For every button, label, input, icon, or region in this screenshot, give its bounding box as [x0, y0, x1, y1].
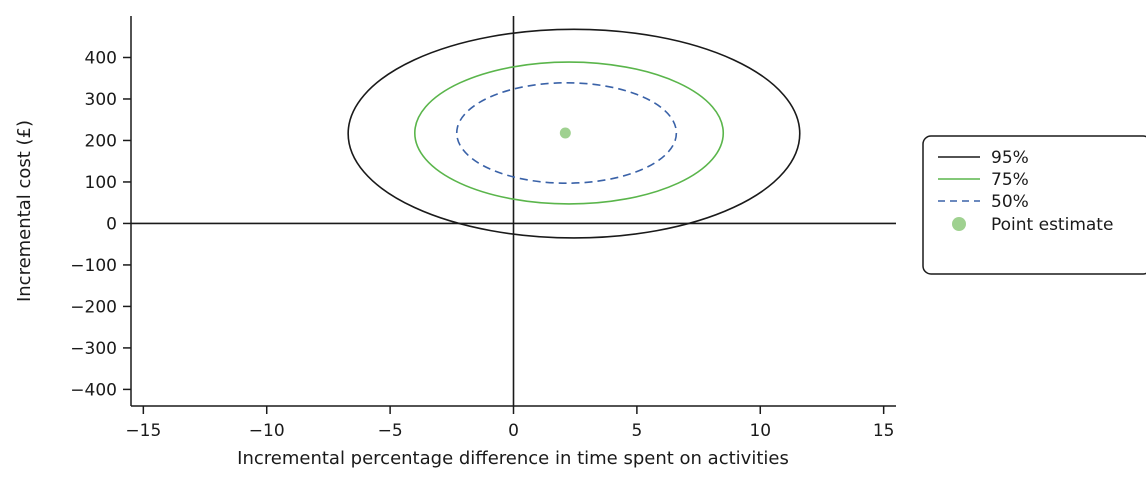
y-tick-label: −300	[70, 339, 117, 359]
x-tick-label: −10	[249, 421, 285, 441]
y-tick-label: 300	[85, 90, 117, 110]
legend-swatch	[952, 217, 966, 231]
y-tick-label: 100	[85, 173, 117, 193]
x-tick-label: 10	[749, 421, 771, 441]
y-tick-label: 0	[106, 214, 117, 234]
x-tick-label: 0	[508, 421, 519, 441]
legend-label: 95%	[991, 148, 1029, 168]
legend-label: 50%	[991, 192, 1029, 212]
legend: 95%75%50% Point estimate	[922, 135, 1146, 275]
y-tick-label: −400	[70, 380, 117, 400]
ellipse-75-percent	[413, 61, 725, 205]
x-tick-label: 5	[631, 421, 642, 441]
series-layer	[347, 28, 801, 239]
y-tick-label: −100	[70, 256, 117, 276]
legend-label: 75%	[991, 170, 1029, 190]
ellipse-95-percent	[347, 28, 801, 239]
x-axis-title: Incremental percentage difference in tim…	[237, 448, 789, 469]
x-ticks: −15 −10 −5 0 5 10 15	[125, 406, 894, 441]
y-ticks: 400 300 200 100 0 −100 −200 −300 −400	[70, 48, 131, 400]
y-tick-label: 400	[85, 48, 117, 68]
point-estimate-marker	[559, 127, 571, 139]
legend-label: Point estimate	[991, 215, 1113, 235]
y-tick-label: −200	[70, 297, 117, 317]
x-tick-label: −15	[125, 421, 161, 441]
x-tick-label: −5	[378, 421, 403, 441]
x-tick-label: 15	[873, 421, 895, 441]
y-tick-label: 200	[85, 131, 117, 151]
legend-box	[922, 135, 1146, 275]
ellipse-50-percent	[455, 81, 678, 185]
y-axis-title: Incremental cost (£)	[14, 120, 35, 302]
